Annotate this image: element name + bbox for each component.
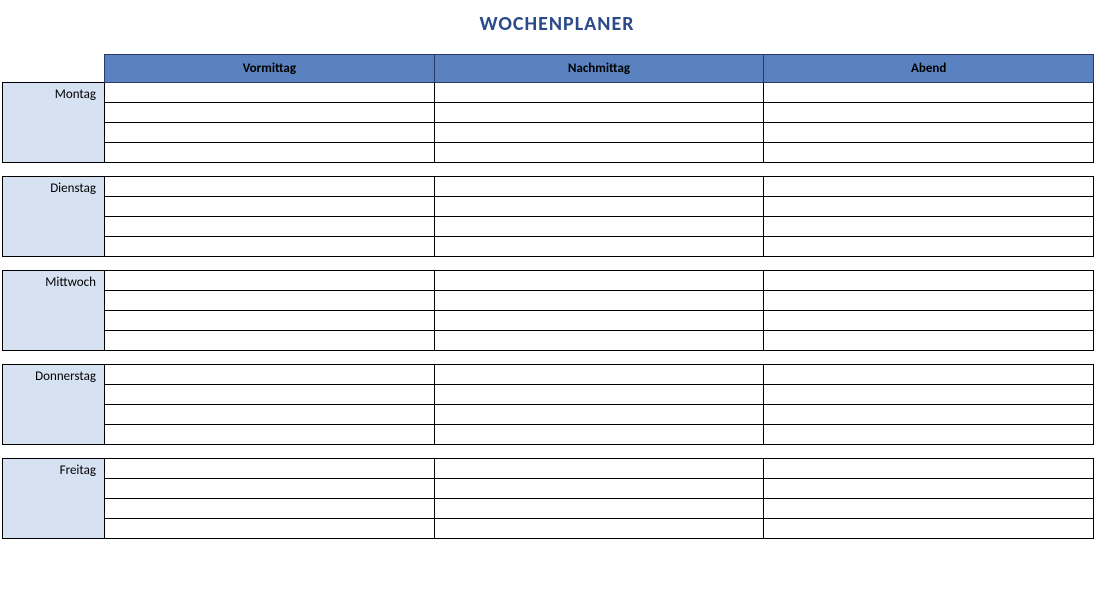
slot-cell[interactable] xyxy=(104,271,434,291)
slot-cell[interactable] xyxy=(104,237,434,257)
gap-row xyxy=(3,163,1094,177)
slot-cell[interactable] xyxy=(434,499,764,519)
slot-cell[interactable] xyxy=(764,311,1094,331)
slot-cell[interactable] xyxy=(434,83,764,103)
page-title: WOCHENPLANER xyxy=(0,12,1114,36)
slot-cell[interactable] xyxy=(764,385,1094,405)
slot-cell[interactable] xyxy=(434,405,764,425)
slot-cell[interactable] xyxy=(104,143,434,163)
slot-cell[interactable] xyxy=(764,217,1094,237)
slot-cell[interactable] xyxy=(434,237,764,257)
slot-cell[interactable] xyxy=(434,425,764,445)
table-row xyxy=(3,405,1094,425)
header-abend: Abend xyxy=(764,55,1094,83)
slot-cell[interactable] xyxy=(434,103,764,123)
slot-cell[interactable] xyxy=(764,143,1094,163)
slot-cell[interactable] xyxy=(434,311,764,331)
slot-cell[interactable] xyxy=(104,331,434,351)
slot-cell[interactable] xyxy=(434,143,764,163)
planner-table: Vormittag Nachmittag Abend Montag xyxy=(2,54,1094,539)
table-row xyxy=(3,103,1094,123)
table-row xyxy=(3,197,1094,217)
table-row xyxy=(3,331,1094,351)
slot-cell[interactable] xyxy=(764,177,1094,197)
table-row: Donnerstag xyxy=(3,365,1094,385)
slot-cell[interactable] xyxy=(104,499,434,519)
slot-cell[interactable] xyxy=(104,197,434,217)
slot-cell[interactable] xyxy=(104,365,434,385)
table-row xyxy=(3,425,1094,445)
table-row xyxy=(3,143,1094,163)
table-row: Freitag xyxy=(3,459,1094,479)
day-label-donnerstag: Donnerstag xyxy=(3,365,105,445)
slot-cell[interactable] xyxy=(104,405,434,425)
header-nachmittag: Nachmittag xyxy=(434,55,764,83)
slot-cell[interactable] xyxy=(104,217,434,237)
slot-cell[interactable] xyxy=(434,271,764,291)
table-row: Montag xyxy=(3,83,1094,103)
slot-cell[interactable] xyxy=(764,291,1094,311)
slot-cell[interactable] xyxy=(434,177,764,197)
table-row xyxy=(3,479,1094,499)
slot-cell[interactable] xyxy=(764,237,1094,257)
slot-cell[interactable] xyxy=(104,291,434,311)
slot-cell[interactable] xyxy=(434,123,764,143)
table-row xyxy=(3,311,1094,331)
slot-cell[interactable] xyxy=(434,291,764,311)
slot-cell[interactable] xyxy=(104,177,434,197)
slot-cell[interactable] xyxy=(104,123,434,143)
day-label-montag: Montag xyxy=(3,83,105,163)
slot-cell[interactable] xyxy=(434,217,764,237)
weekly-planner-page: WOCHENPLANER Vormittag Nachmittag Abend … xyxy=(0,0,1114,539)
slot-cell[interactable] xyxy=(434,479,764,499)
slot-cell[interactable] xyxy=(764,499,1094,519)
slot-cell[interactable] xyxy=(104,519,434,539)
slot-cell[interactable] xyxy=(764,83,1094,103)
table-row: Mittwoch xyxy=(3,271,1094,291)
slot-cell[interactable] xyxy=(764,405,1094,425)
slot-cell[interactable] xyxy=(764,519,1094,539)
table-row xyxy=(3,499,1094,519)
gap-row xyxy=(3,257,1094,271)
slot-cell[interactable] xyxy=(764,271,1094,291)
header-row: Vormittag Nachmittag Abend xyxy=(3,55,1094,83)
slot-cell[interactable] xyxy=(764,331,1094,351)
table-row xyxy=(3,291,1094,311)
slot-cell[interactable] xyxy=(104,83,434,103)
slot-cell[interactable] xyxy=(764,123,1094,143)
slot-cell[interactable] xyxy=(104,459,434,479)
slot-cell[interactable] xyxy=(434,385,764,405)
slot-cell[interactable] xyxy=(764,103,1094,123)
header-spacer xyxy=(3,55,105,83)
slot-cell[interactable] xyxy=(764,197,1094,217)
table-row xyxy=(3,123,1094,143)
slot-cell[interactable] xyxy=(764,365,1094,385)
slot-cell[interactable] xyxy=(104,425,434,445)
slot-cell[interactable] xyxy=(104,311,434,331)
slot-cell[interactable] xyxy=(104,385,434,405)
header-vormittag: Vormittag xyxy=(104,55,434,83)
slot-cell[interactable] xyxy=(764,425,1094,445)
slot-cell[interactable] xyxy=(434,365,764,385)
day-label-dienstag: Dienstag xyxy=(3,177,105,257)
table-row xyxy=(3,217,1094,237)
day-label-mittwoch: Mittwoch xyxy=(3,271,105,351)
slot-cell[interactable] xyxy=(434,331,764,351)
table-row: Dienstag xyxy=(3,177,1094,197)
slot-cell[interactable] xyxy=(764,479,1094,499)
slot-cell[interactable] xyxy=(434,459,764,479)
gap-row xyxy=(3,445,1094,459)
day-label-freitag: Freitag xyxy=(3,459,105,539)
slot-cell[interactable] xyxy=(434,519,764,539)
slot-cell[interactable] xyxy=(434,197,764,217)
slot-cell[interactable] xyxy=(104,479,434,499)
slot-cell[interactable] xyxy=(764,459,1094,479)
table-row xyxy=(3,519,1094,539)
table-row xyxy=(3,385,1094,405)
gap-row xyxy=(3,351,1094,365)
slot-cell[interactable] xyxy=(104,103,434,123)
table-row xyxy=(3,237,1094,257)
